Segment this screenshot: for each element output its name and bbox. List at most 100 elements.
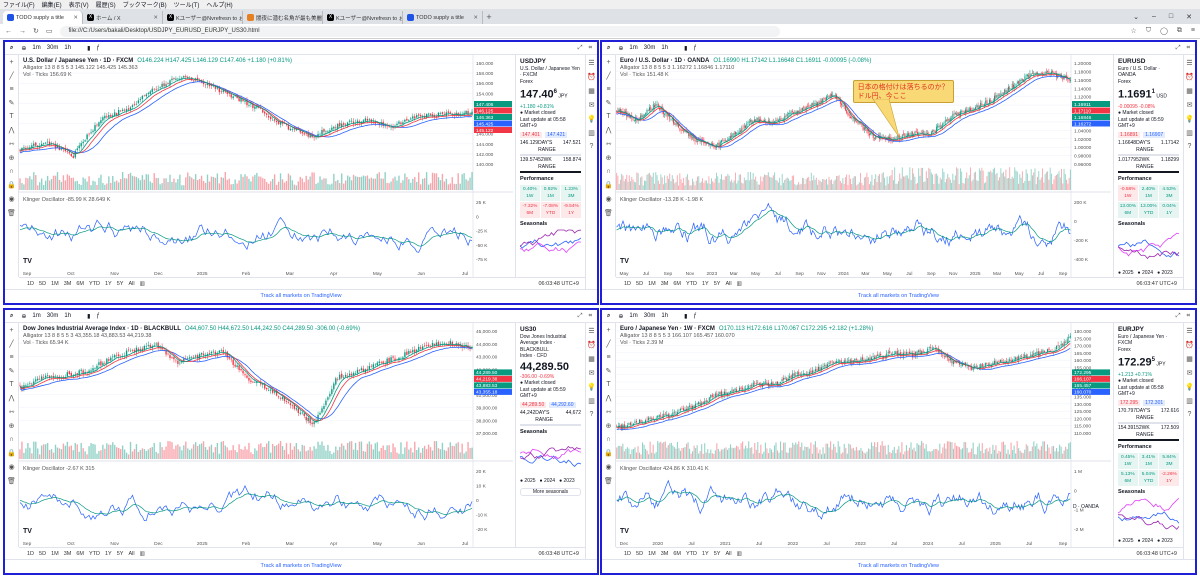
fib-tool-icon[interactable]: ≡ bbox=[606, 86, 611, 93]
news-icon[interactable]: ✉ bbox=[1186, 102, 1193, 109]
help-icon[interactable]: ? bbox=[589, 411, 594, 418]
trendline-tool-icon[interactable]: ╱ bbox=[9, 341, 14, 348]
close-icon[interactable]: ✕ bbox=[1186, 14, 1192, 21]
interval-1h[interactable]: 1h bbox=[64, 45, 72, 51]
track-all-markets-link[interactable]: Track all markets on TradingView bbox=[602, 289, 1195, 303]
interval-30m[interactable]: 30m bbox=[46, 45, 59, 51]
trash-tool-icon[interactable]: 🗑 bbox=[604, 210, 613, 217]
tab-close-icon[interactable]: ✕ bbox=[73, 14, 78, 21]
track-all-markets-link[interactable]: Track all markets on TradingView bbox=[602, 559, 1195, 573]
eye-tool-icon[interactable]: ◉ bbox=[8, 464, 15, 471]
measure-tool-icon[interactable]: ⇿ bbox=[8, 141, 15, 148]
crosshair-tool-icon[interactable]: + bbox=[9, 327, 14, 334]
data-window-icon[interactable]: ▦ bbox=[1186, 356, 1193, 363]
range-1D[interactable]: 1D bbox=[27, 280, 35, 287]
watchlist-icon[interactable]: ☰ bbox=[1186, 328, 1193, 335]
range-1Y[interactable]: 1Y bbox=[104, 280, 112, 287]
browser-tab-3[interactable]: 闇夜に潜む名角が最も美麗しい・✕ bbox=[243, 11, 323, 24]
range-All[interactable]: All bbox=[128, 280, 135, 287]
text-tool-icon[interactable]: T bbox=[9, 113, 14, 120]
menu-item-2[interactable]: 表示(V) bbox=[68, 3, 89, 9]
shield-icon[interactable]: ⛉ bbox=[1145, 27, 1152, 34]
star-icon[interactable]: ☆ bbox=[1130, 28, 1137, 35]
tab-close-icon[interactable]: ✕ bbox=[473, 14, 478, 21]
fib-tool-icon[interactable]: ≡ bbox=[9, 354, 14, 361]
back-icon[interactable]: ← bbox=[5, 27, 12, 35]
brush-tool-icon[interactable]: ✎ bbox=[8, 368, 15, 375]
range-6M[interactable]: 6M bbox=[673, 550, 681, 557]
browser-tab-0[interactable]: TODO supply a title ✕ bbox=[3, 11, 83, 24]
measure-tool-icon[interactable]: ⇿ bbox=[605, 141, 612, 148]
new-tab-button[interactable]: + bbox=[486, 12, 492, 22]
help-icon[interactable]: ? bbox=[1187, 143, 1192, 150]
watchlist-icon[interactable]: ☰ bbox=[588, 60, 595, 67]
range-5Y[interactable]: 5Y bbox=[116, 280, 124, 287]
crosshair-tool-icon[interactable]: + bbox=[606, 59, 611, 66]
indicators-icon[interactable]: ƒ bbox=[96, 313, 100, 319]
trendline-tool-icon[interactable]: ╱ bbox=[606, 73, 611, 80]
range-YTD[interactable]: YTD bbox=[685, 550, 697, 557]
range-1Y[interactable]: 1Y bbox=[104, 550, 112, 557]
extensions-icon[interactable]: ⧉ bbox=[1176, 27, 1182, 34]
fullscreen-icon[interactable]: ⤢ bbox=[1175, 44, 1181, 51]
range-1D[interactable]: 1D bbox=[624, 280, 632, 287]
news-icon[interactable]: ✉ bbox=[588, 370, 595, 377]
url-field[interactable]: file:///C:/Users/bakali/Desktop/USDJPY_E… bbox=[59, 25, 780, 37]
candle-style-icon[interactable]: ▮ bbox=[684, 45, 688, 52]
brush-tool-icon[interactable]: ✎ bbox=[605, 368, 612, 375]
track-all-markets-link[interactable]: Track all markets on TradingView bbox=[5, 559, 597, 573]
range-All[interactable]: All bbox=[725, 550, 732, 557]
range-3M[interactable]: 3M bbox=[660, 280, 669, 287]
calendar-range-icon[interactable]: ▥ bbox=[736, 550, 742, 557]
track-all-markets-link[interactable]: Track all markets on TradingView bbox=[5, 289, 597, 303]
lock-tool-icon[interactable]: 🔒 bbox=[7, 450, 16, 457]
interval-30m[interactable]: 30m bbox=[643, 45, 656, 51]
eye-tool-icon[interactable]: ◉ bbox=[605, 196, 612, 203]
alert-icon[interactable]: ⏰ bbox=[587, 74, 596, 81]
data-window-icon[interactable]: ▦ bbox=[1186, 88, 1193, 95]
alert-icon[interactable]: ⏰ bbox=[587, 342, 596, 349]
eye-tool-icon[interactable]: ◉ bbox=[8, 196, 15, 203]
ideas-icon[interactable]: 💡 bbox=[1185, 116, 1194, 123]
range-3M[interactable]: 3M bbox=[660, 550, 669, 557]
range-5D[interactable]: 5D bbox=[39, 550, 47, 557]
menu-item-6[interactable]: ヘルプ(H) bbox=[206, 3, 233, 9]
interval-1m[interactable]: 1m bbox=[32, 45, 41, 51]
camera-icon[interactable]: ⌗ bbox=[1186, 44, 1190, 51]
ideas-icon[interactable]: 💡 bbox=[587, 116, 596, 123]
range-All[interactable]: All bbox=[128, 550, 135, 557]
add-symbol-icon[interactable]: ⊕ bbox=[21, 45, 27, 52]
calendar-range-icon[interactable]: ▥ bbox=[139, 550, 145, 557]
indicators-icon[interactable]: ƒ bbox=[96, 45, 100, 51]
range-1D[interactable]: 1D bbox=[27, 550, 35, 557]
forward-icon[interactable]: → bbox=[19, 27, 26, 35]
maximize-icon[interactable]: □ bbox=[1168, 13, 1174, 20]
magnet-tool-icon[interactable]: ∩ bbox=[8, 436, 15, 443]
zoom-tool-icon[interactable]: ⊕ bbox=[8, 155, 15, 162]
magnet-tool-icon[interactable]: ∩ bbox=[605, 168, 612, 175]
interval-1h[interactable]: 1h bbox=[64, 313, 72, 319]
zoom-tool-icon[interactable]: ⊕ bbox=[605, 423, 612, 430]
range-6M[interactable]: 6M bbox=[76, 280, 84, 287]
camera-icon[interactable]: ⌗ bbox=[588, 44, 592, 51]
menu-item-3[interactable]: 履歴(S) bbox=[95, 3, 116, 9]
ideas-icon[interactable]: 💡 bbox=[587, 384, 596, 391]
range-1Y[interactable]: 1Y bbox=[701, 280, 709, 287]
calendar-icon[interactable]: ▥ bbox=[588, 130, 595, 137]
trash-tool-icon[interactable]: 🗑 bbox=[7, 478, 16, 485]
symbol-search-button[interactable]: ⌕ bbox=[10, 45, 15, 52]
interval-30m[interactable]: 30m bbox=[643, 313, 656, 319]
range-5D[interactable]: 5D bbox=[636, 550, 644, 557]
range-5Y[interactable]: 5Y bbox=[713, 280, 721, 287]
text-tool-icon[interactable]: T bbox=[606, 113, 611, 120]
minimize-icon[interactable]: – bbox=[1151, 13, 1156, 20]
account-icon[interactable]: ◯ bbox=[1160, 28, 1168, 35]
brush-tool-icon[interactable]: ✎ bbox=[605, 100, 612, 107]
menu-item-0[interactable]: ファイル(F) bbox=[3, 3, 35, 9]
alert-icon[interactable]: ⏰ bbox=[1185, 342, 1194, 349]
measure-tool-icon[interactable]: ⇿ bbox=[8, 409, 15, 416]
more-seasonals-button[interactable]: More seasonals bbox=[520, 487, 581, 496]
menu-item-1[interactable]: 編集(E) bbox=[41, 3, 62, 9]
interval-30m[interactable]: 30m bbox=[46, 313, 59, 319]
